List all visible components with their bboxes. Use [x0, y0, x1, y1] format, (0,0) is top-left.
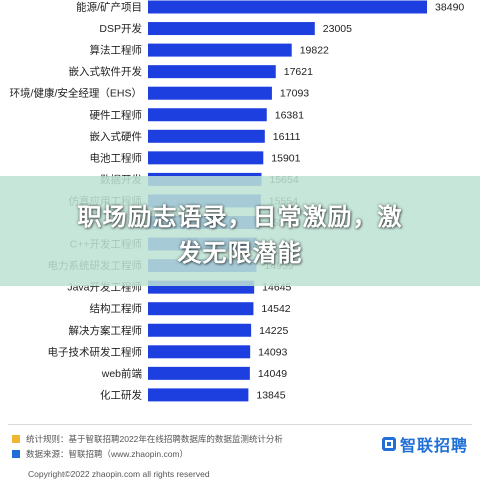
bar	[148, 366, 250, 380]
stats-rule-text: 统计规则：基于智联招聘2022年在线招聘数据库的数据监测统计分析	[26, 434, 283, 444]
title-overlay-band	[0, 176, 480, 286]
footer-divider	[8, 424, 472, 425]
category-label: 嵌入式硬件	[90, 130, 143, 143]
zhaopin-logo: 智联招聘	[382, 432, 468, 456]
bar	[148, 345, 251, 359]
bar	[148, 323, 252, 337]
copyright-text: Copyright©2022 zhaopin.com all rights re…	[28, 469, 210, 479]
bar	[148, 43, 292, 57]
category-label: web前端	[101, 367, 143, 380]
bar	[148, 22, 315, 36]
category-label: 算法工程师	[90, 44, 143, 57]
value-label: 14093	[258, 346, 287, 358]
category-label: 结构工程师	[90, 302, 143, 315]
bar	[148, 86, 272, 100]
category-label: 环境/健康/安全经理（EHS）	[10, 87, 142, 100]
overlay-title-line-1: 职场励志语录，日常激励，激	[77, 203, 403, 231]
value-label: 16111	[273, 131, 301, 143]
category-label: 电池工程师	[90, 151, 143, 164]
source-marker-icon	[12, 450, 20, 458]
category-label: 能源/矿产项目	[76, 1, 142, 14]
data-source-note: 数据来源：智联招聘（www.zhaopin.com）	[12, 447, 188, 461]
value-label: 17093	[280, 88, 309, 100]
value-label: 13845	[256, 389, 285, 401]
category-label: DSP开发	[99, 22, 142, 35]
value-label: 19822	[300, 45, 329, 57]
overlay-title-line-2: 发无限潜能	[177, 239, 303, 267]
category-label: 电子技术研发工程师	[48, 345, 143, 358]
bar	[148, 0, 428, 14]
category-label: 嵌入式软件开发	[69, 65, 143, 78]
bar	[148, 302, 254, 316]
value-label: 14049	[258, 368, 287, 380]
value-label: 38490	[435, 2, 464, 14]
value-label: 17621	[284, 66, 313, 78]
bar	[148, 65, 276, 79]
value-label: 15901	[271, 152, 300, 164]
stats-rule-note: 统计规则：基于智联招聘2022年在线招聘数据库的数据监测统计分析	[12, 432, 283, 446]
category-label: 解决方案工程师	[69, 324, 143, 337]
bar	[148, 129, 265, 143]
bar	[148, 388, 249, 402]
category-label: 硬件工程师	[90, 108, 143, 121]
value-label: 14225	[259, 325, 288, 337]
bar	[148, 151, 264, 165]
zhaopin-logo-icon	[382, 437, 396, 451]
overlay-title: 职场励志语录，日常激励，激 发无限潜能	[30, 199, 450, 271]
stats-marker-icon	[12, 435, 20, 443]
bar	[148, 108, 267, 122]
category-label: 化工研发	[100, 388, 142, 401]
value-label: 14542	[261, 303, 290, 315]
value-label: 23005	[323, 23, 352, 35]
zhaopin-logo-text: 智联招聘	[400, 436, 469, 455]
value-label: 16381	[275, 109, 304, 121]
data-source-text: 数据来源：智联招聘（www.zhaopin.com）	[26, 449, 189, 459]
